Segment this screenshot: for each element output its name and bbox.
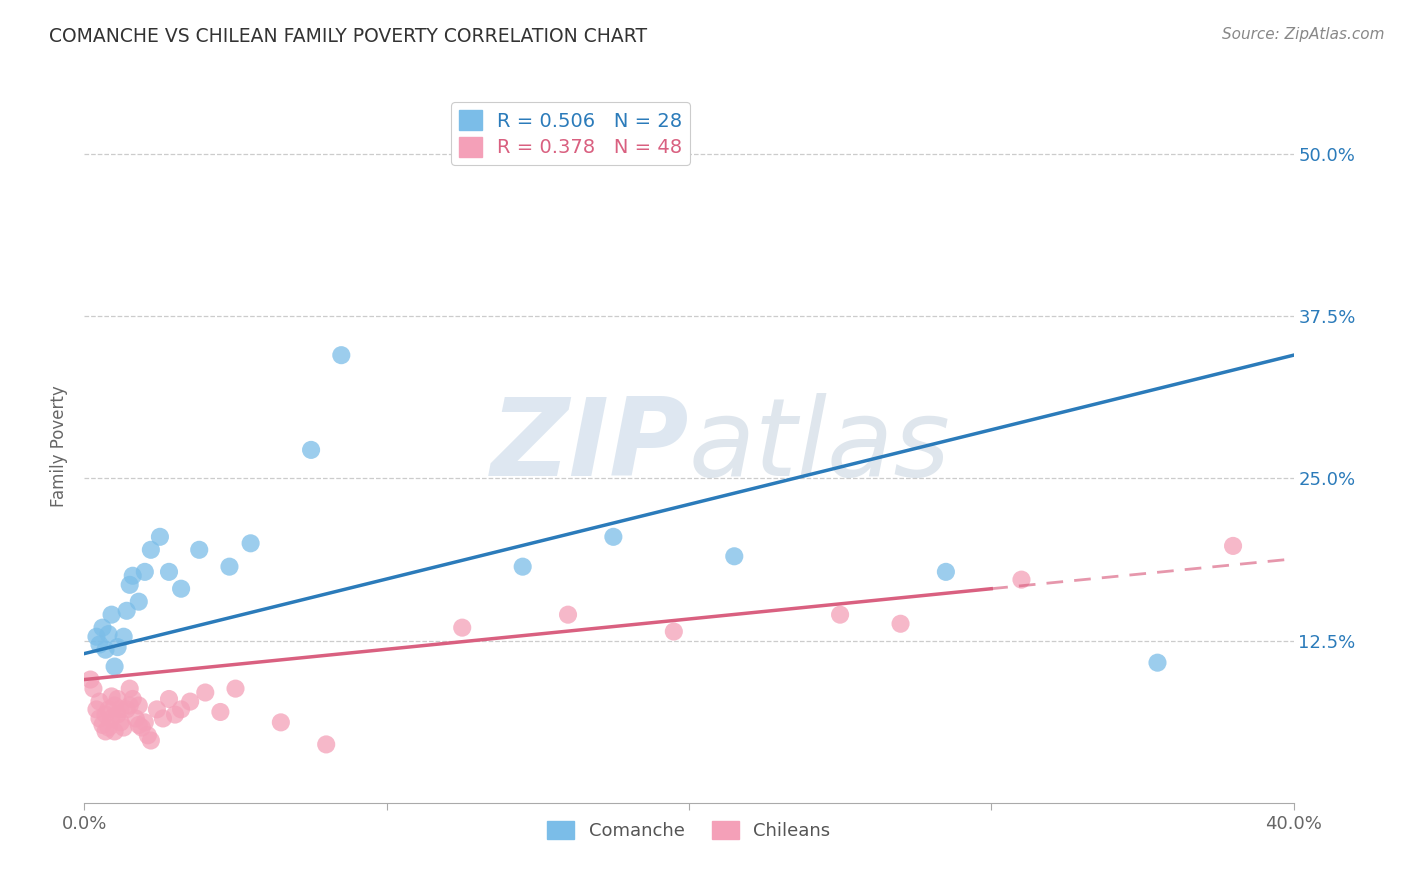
- Point: [830, 607, 852, 622]
- Point: [179, 695, 201, 709]
- Point: [82, 681, 104, 696]
- Point: [134, 565, 156, 579]
- Point: [194, 685, 217, 699]
- Point: [131, 721, 153, 735]
- Point: [239, 536, 262, 550]
- Point: [662, 624, 685, 639]
- Point: [139, 542, 162, 557]
- Point: [115, 702, 138, 716]
- Point: [315, 738, 337, 752]
- Point: [121, 692, 143, 706]
- Point: [136, 728, 159, 742]
- Point: [270, 715, 292, 730]
- Point: [104, 659, 127, 673]
- Point: [100, 607, 122, 622]
- Point: [86, 702, 108, 716]
- Point: [104, 698, 127, 713]
- Point: [170, 702, 193, 716]
- Point: [218, 559, 240, 574]
- Point: [165, 707, 187, 722]
- Point: [557, 607, 579, 622]
- Point: [128, 698, 150, 713]
- Point: [890, 616, 912, 631]
- Point: [188, 542, 211, 557]
- Point: [723, 549, 745, 564]
- Point: [602, 530, 624, 544]
- Point: [91, 621, 114, 635]
- Point: [146, 702, 169, 716]
- Point: [112, 630, 135, 644]
- Point: [94, 642, 117, 657]
- Point: [128, 595, 150, 609]
- Point: [89, 711, 111, 725]
- Point: [118, 578, 141, 592]
- Point: [86, 630, 108, 644]
- Point: [118, 698, 141, 713]
- Point: [512, 559, 534, 574]
- Point: [107, 707, 129, 722]
- Point: [118, 681, 141, 696]
- Point: [100, 690, 122, 704]
- Point: [107, 640, 129, 654]
- Point: [299, 442, 322, 457]
- Point: [1222, 539, 1244, 553]
- Point: [110, 715, 132, 730]
- Point: [94, 707, 117, 722]
- Point: [935, 565, 957, 579]
- Point: [110, 702, 132, 716]
- Text: Source: ZipAtlas.com: Source: ZipAtlas.com: [1222, 27, 1385, 42]
- Point: [97, 702, 120, 716]
- Point: [157, 692, 180, 706]
- Point: [170, 582, 193, 596]
- Point: [152, 711, 174, 725]
- Point: [97, 721, 120, 735]
- Point: [157, 565, 180, 579]
- Point: [79, 673, 101, 687]
- Point: [451, 621, 474, 635]
- Point: [104, 724, 127, 739]
- Text: atlas: atlas: [689, 393, 950, 499]
- Point: [89, 695, 111, 709]
- Text: ZIP: ZIP: [491, 393, 689, 499]
- Text: COMANCHE VS CHILEAN FAMILY POVERTY CORRELATION CHART: COMANCHE VS CHILEAN FAMILY POVERTY CORRE…: [49, 27, 647, 45]
- Point: [89, 638, 111, 652]
- Point: [1011, 573, 1033, 587]
- Legend: Comanche, Chileans: Comanche, Chileans: [540, 814, 838, 847]
- Point: [100, 711, 122, 725]
- Point: [330, 348, 353, 362]
- Point: [125, 711, 148, 725]
- Point: [115, 604, 138, 618]
- Point: [149, 530, 172, 544]
- Y-axis label: Family Poverty: Family Poverty: [49, 385, 67, 507]
- Point: [112, 721, 135, 735]
- Point: [139, 733, 162, 747]
- Point: [97, 627, 120, 641]
- Point: [209, 705, 232, 719]
- Point: [121, 568, 143, 582]
- Point: [91, 718, 114, 732]
- Point: [1146, 656, 1168, 670]
- Point: [128, 718, 150, 732]
- Point: [94, 724, 117, 739]
- Point: [225, 681, 247, 696]
- Point: [107, 692, 129, 706]
- Point: [134, 715, 156, 730]
